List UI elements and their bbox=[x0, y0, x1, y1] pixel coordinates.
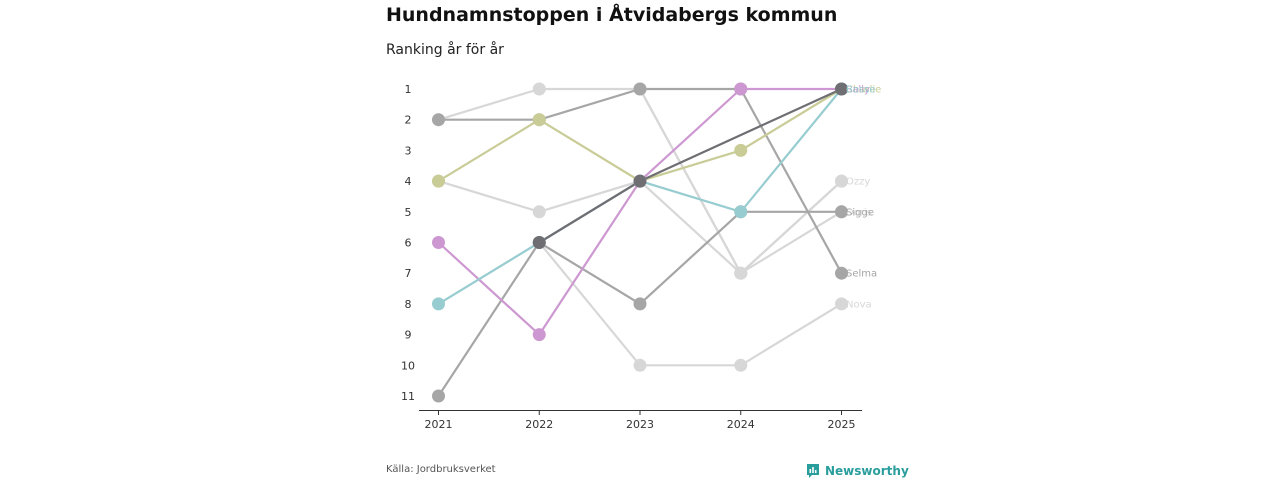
data-point-sigge[interactable] bbox=[835, 205, 848, 219]
data-point-charlie[interactable] bbox=[734, 143, 748, 157]
data-point-bella[interactable] bbox=[532, 82, 546, 96]
y-tick-label: 10 bbox=[401, 359, 415, 372]
data-point-övriga[interactable] bbox=[532, 236, 546, 249]
data-point-sigge[interactable] bbox=[432, 389, 445, 403]
data-point-övriga[interactable] bbox=[835, 82, 848, 96]
y-tick-label: 6 bbox=[405, 237, 412, 250]
x-tick-label: 2025 bbox=[828, 418, 856, 431]
data-point-nova[interactable] bbox=[835, 297, 848, 311]
brand-name: Newsworthy bbox=[825, 464, 909, 478]
data-point-selma[interactable] bbox=[633, 82, 647, 96]
x-tick-label: 2024 bbox=[727, 418, 755, 431]
series-end-label: Nova bbox=[846, 299, 872, 310]
data-point-bosse[interactable] bbox=[432, 297, 445, 311]
y-tick-label: 8 bbox=[405, 298, 412, 311]
data-point-selma[interactable] bbox=[835, 266, 848, 280]
series-line-nova bbox=[538, 241, 843, 367]
series-end-label: Ozzy bbox=[846, 177, 870, 188]
y-tick-label: 3 bbox=[405, 144, 412, 157]
x-tick-label: 2023 bbox=[626, 418, 654, 431]
data-point-charlie[interactable] bbox=[532, 113, 546, 127]
x-tick-label: 2021 bbox=[425, 418, 453, 431]
data-point-selma[interactable] bbox=[432, 113, 445, 127]
data-point-doris[interactable] bbox=[532, 205, 546, 219]
y-tick-label: 2 bbox=[405, 114, 412, 127]
data-point-sally[interactable] bbox=[532, 328, 546, 342]
data-point-ozzy[interactable] bbox=[734, 266, 748, 280]
series-end-label: Charlie bbox=[846, 85, 881, 96]
bar-chart-icon bbox=[807, 464, 819, 478]
data-point-sally[interactable] bbox=[734, 82, 748, 96]
data-point-bosse[interactable] bbox=[734, 205, 748, 219]
data-point-nova[interactable] bbox=[633, 358, 647, 372]
source-note: Källa: Jordbruksverket bbox=[386, 464, 496, 475]
series-end-label: Selma bbox=[846, 269, 877, 280]
data-point-charlie[interactable] bbox=[432, 174, 445, 188]
brand-logo[interactable]: Newsworthy bbox=[806, 461, 909, 481]
y-tick-label: 7 bbox=[405, 267, 412, 280]
series-end-label: Sally bbox=[846, 85, 870, 96]
series-line-ozzy bbox=[638, 87, 843, 275]
series-line-doris bbox=[437, 180, 843, 275]
y-tick-label: 5 bbox=[405, 206, 412, 219]
data-point-övriga[interactable] bbox=[633, 174, 647, 188]
series-line-charlie bbox=[437, 87, 843, 183]
data-point-nova[interactable] bbox=[734, 358, 748, 372]
chart-title: Hundnamnstoppen i Åtvidabergs kommun bbox=[386, 4, 838, 26]
y-tick-label: 11 bbox=[401, 390, 415, 403]
data-point-sigge[interactable] bbox=[633, 297, 647, 311]
series-end-label: Bosse bbox=[846, 85, 876, 96]
data-point-ozzy[interactable] bbox=[835, 174, 848, 188]
y-tick-label: 1 bbox=[405, 83, 412, 96]
series-end-label: Doris bbox=[846, 207, 872, 218]
data-point-sally[interactable] bbox=[432, 236, 445, 249]
chart-subtitle: Ranking år för år bbox=[386, 42, 504, 58]
series-line-bosse bbox=[437, 87, 843, 305]
y-tick-label: 4 bbox=[405, 175, 412, 188]
series-end-label: Sigge bbox=[846, 207, 874, 218]
x-tick-label: 2022 bbox=[525, 418, 553, 431]
y-tick-label: 9 bbox=[405, 329, 412, 342]
